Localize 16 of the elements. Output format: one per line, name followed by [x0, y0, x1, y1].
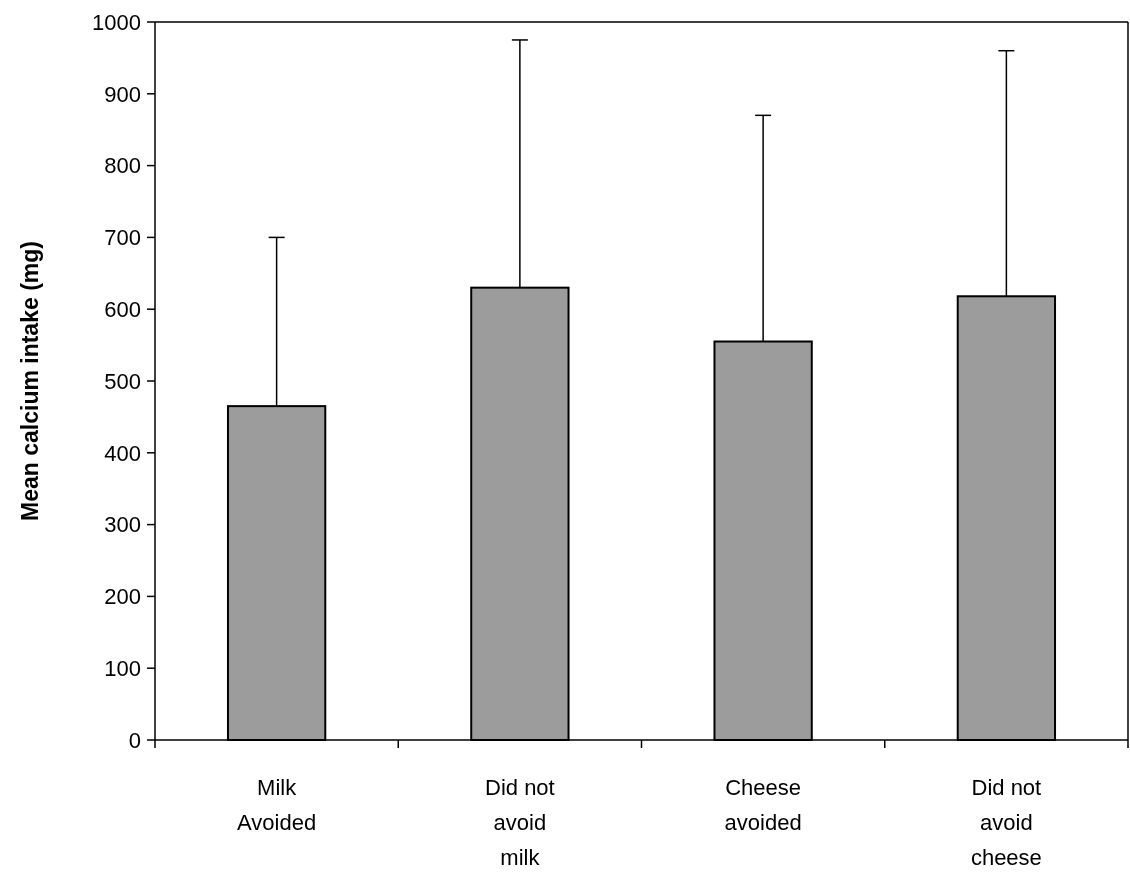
x-tick-label: Did not avoid cheese: [970, 775, 1042, 870]
y-tick-label: 900: [104, 81, 141, 107]
x-tick-label: Did not avoid milk: [485, 775, 555, 870]
y-tick-label: 700: [104, 225, 141, 251]
y-tick-label: 600: [104, 296, 141, 322]
y-tick-label: 1000: [92, 9, 141, 35]
y-tick-label: 100: [104, 655, 141, 681]
y-tick-label: 500: [104, 368, 141, 394]
x-tick-label: Cheese avoided: [724, 775, 802, 835]
y-tick-label: 200: [104, 584, 141, 610]
y-axis-title: Mean calcium intake (mg): [17, 241, 43, 521]
y-tick-label: 300: [104, 512, 141, 538]
y-tick-label: 400: [104, 440, 141, 466]
y-tick-label: 0: [128, 727, 141, 753]
y-tick-label: 800: [104, 153, 141, 179]
x-tick-label: Milk Avoided: [237, 775, 317, 835]
